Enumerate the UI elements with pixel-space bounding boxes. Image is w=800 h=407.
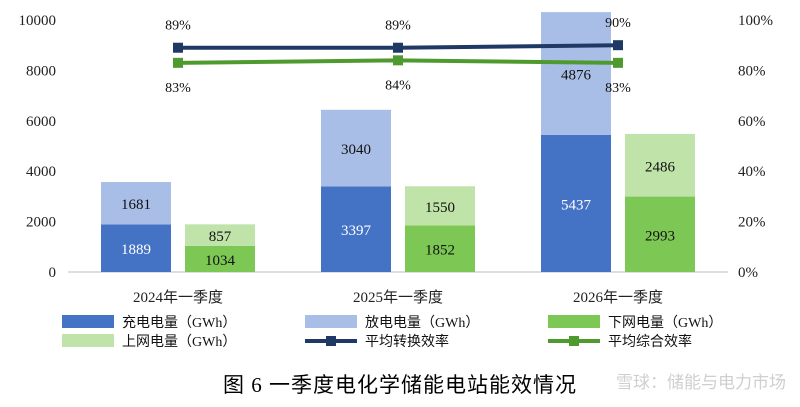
- y-left-tick-label: 6000: [26, 114, 56, 130]
- y-right-tick-label: 20%: [738, 215, 766, 231]
- y-right-tick-label: 100%: [738, 13, 773, 29]
- line-marker: [613, 57, 623, 68]
- legend-marker: [569, 336, 579, 346]
- y-right-tick-label: 80%: [738, 63, 766, 79]
- x-tick-label: 2024年一季度: [133, 289, 223, 306]
- legend-swatch: [62, 334, 114, 347]
- bar-segment: [541, 12, 611, 135]
- bar-data-label: 1889: [121, 242, 151, 258]
- legend-label: 平均转换效率: [365, 333, 449, 350]
- legend-swatch: [305, 315, 357, 328]
- bar-data-label: 1034: [205, 253, 236, 269]
- bar-segment: [625, 196, 695, 272]
- legend-label: 放电电量（GWh）: [365, 315, 479, 331]
- line-marker: [173, 57, 183, 68]
- bar-data-label: 4876: [561, 68, 592, 84]
- bar-segment: [321, 109, 391, 187]
- legend-label: 充电电量（GWh）: [122, 315, 236, 331]
- legend: 充电电量（GWh） 放电电量（GWh） 下网电量（GWh） 上网电量（GWh） 平均转换…: [62, 315, 722, 350]
- line-data-label: 89%: [385, 19, 411, 34]
- bar-segment: [185, 245, 255, 272]
- y-left-tick-label: 8000: [26, 63, 56, 79]
- bar-data-label: 2993: [645, 228, 675, 244]
- line-marker: [173, 42, 183, 53]
- legend-label: 上网电量（GWh）: [122, 334, 236, 350]
- y-right-tick-label: 40%: [738, 164, 766, 180]
- bar-data-label: 1550: [425, 200, 455, 216]
- lines-layer: 89% 89% 90% 83% 84% 83%: [165, 16, 631, 96]
- line-marker: [393, 55, 403, 66]
- bar-data-label: 857: [209, 229, 232, 245]
- bar-data-label: 2486: [645, 159, 676, 175]
- x-tick-label: 2026年一季度: [573, 289, 663, 306]
- y-left-tick-label: 10000: [19, 13, 57, 29]
- legend-label: 下网电量（GWh）: [608, 315, 722, 331]
- y-left-tick-label: 0: [49, 265, 57, 281]
- line-data-label: 83%: [165, 81, 191, 96]
- line-data-label: 83%: [605, 81, 631, 96]
- legend-swatch: [548, 315, 600, 328]
- bar-segment: [405, 186, 475, 226]
- line-marker: [393, 42, 403, 53]
- chart-caption: 图 6 一季度电化学储能电站能效情况: [223, 373, 577, 397]
- legend-marker: [326, 336, 336, 346]
- line-data-label: 84%: [385, 78, 411, 93]
- bar-data-label: 3040: [341, 142, 371, 158]
- axes-layer: 0 2000 4000 6000 8000 10000 0% 20% 40% 60% 80% 100%…: [19, 13, 774, 306]
- legend-label: 平均综合效率: [608, 333, 692, 350]
- bar-segment: [541, 134, 611, 272]
- y-right-tick-label: 0%: [738, 265, 758, 281]
- y-left-tick-label: 2000: [26, 215, 56, 231]
- bar-segment: [185, 224, 255, 246]
- bar-data-label: 3397: [341, 223, 372, 239]
- bar-segment: [405, 225, 475, 272]
- y-right-tick-label: 60%: [738, 114, 766, 130]
- bar-segment: [101, 224, 171, 272]
- bar-segment: [625, 133, 695, 197]
- line-marker: [613, 40, 623, 51]
- x-tick-label: 2025年一季度: [353, 289, 443, 306]
- y-left-tick-label: 4000: [26, 164, 56, 180]
- line-data-label: 89%: [165, 19, 191, 34]
- bar-data-label: 1681: [121, 197, 151, 213]
- legend-swatch: [62, 315, 114, 328]
- bars-layer: 1889 1681 3397 3040 5437 4876 1034 857 1852 1550 2…: [101, 12, 695, 272]
- bar-segment: [101, 182, 171, 225]
- line-data-label: 90%: [605, 16, 631, 31]
- bar-segment: [321, 186, 391, 272]
- bar-data-label: 5437: [561, 197, 592, 213]
- watermark: 雪球：储能与电力市场: [616, 373, 786, 393]
- bar-data-label: 1852: [425, 243, 455, 259]
